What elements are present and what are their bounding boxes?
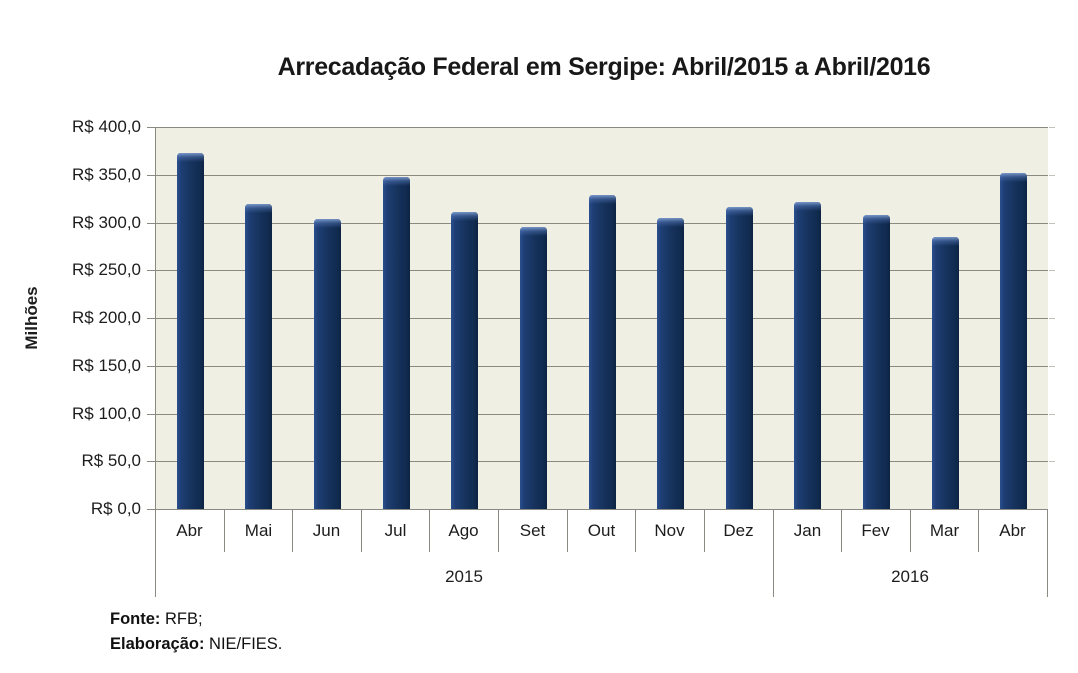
elaboration-line: Elaboração: NIE/FIES. <box>110 632 282 657</box>
y-axis-tick-right <box>1049 318 1055 319</box>
bar-set-5 <box>520 227 547 509</box>
y-axis-tick-label: R$ 100,0 <box>72 404 141 423</box>
year-label: 2015 <box>445 567 483 586</box>
y-axis-tick-label: R$ 250,0 <box>72 260 141 279</box>
gridline <box>156 175 1055 176</box>
month-divider <box>429 510 430 552</box>
source-footer: Fonte: RFB; Elaboração: NIE/FIES. <box>110 607 282 657</box>
y-axis-tick-label: R$ 50,0 <box>81 451 141 470</box>
y-axis-tick <box>147 175 155 176</box>
month-label: Abr <box>176 521 203 540</box>
chart-title: Arrecadação Federal em Sergipe: Abril/20… <box>277 53 931 81</box>
bar-abr-0 <box>177 152 204 509</box>
month-label: Set <box>519 521 546 540</box>
year-divider <box>1047 510 1048 597</box>
month-label: Mai <box>244 521 273 540</box>
month-divider <box>224 510 225 552</box>
y-axis-tick <box>147 414 155 415</box>
plot-area <box>147 127 1055 510</box>
y-axis-tick-right <box>1049 461 1055 462</box>
month-label: Jun <box>312 521 341 540</box>
gridline <box>156 127 1055 128</box>
bar-jan-9 <box>794 201 821 509</box>
y-axis-tick-label: R$ 300,0 <box>72 213 141 232</box>
month-divider <box>978 510 979 552</box>
y-axis-title: Milhões <box>22 286 41 350</box>
month-label: Dez <box>723 521 754 540</box>
month-divider <box>361 510 362 552</box>
bar-mar-11 <box>932 236 959 509</box>
bar-nov-7 <box>657 217 684 509</box>
month-label: Jan <box>793 521 822 540</box>
month-divider <box>567 510 568 552</box>
month-label: Nov <box>654 521 685 540</box>
y-axis-tick-label: R$ 200,0 <box>72 308 141 327</box>
y-axis-tick <box>147 127 155 128</box>
y-axis-tick-right <box>1049 270 1055 271</box>
month-divider <box>910 510 911 552</box>
year-divider <box>155 510 156 597</box>
y-axis-tick <box>147 509 155 510</box>
month-label: Abr <box>999 521 1026 540</box>
bar-dez-8 <box>726 207 753 509</box>
elaboration-label: Elaboração: <box>110 635 205 653</box>
y-axis-tick <box>147 461 155 462</box>
y-axis-tick-right <box>1049 366 1055 367</box>
year-divider <box>773 510 774 597</box>
bar-out-6 <box>589 194 616 509</box>
month-label: Fev <box>861 521 890 540</box>
month-divider <box>841 510 842 552</box>
source-value: RFB; <box>165 610 203 628</box>
bar-jun-2 <box>314 218 341 509</box>
source-line: Fonte: RFB; <box>110 607 282 632</box>
bar-abr-12 <box>1000 172 1027 509</box>
y-axis-tick-label: R$ 0,0 <box>90 499 141 518</box>
y-axis-tick-label: R$ 150,0 <box>72 356 141 375</box>
y-axis-tick-right <box>1049 127 1055 128</box>
year-label: 2016 <box>891 567 929 586</box>
y-axis-tick <box>147 318 155 319</box>
month-label: Out <box>587 521 616 540</box>
month-divider <box>292 510 293 552</box>
y-axis-tick <box>147 270 155 271</box>
month-label: Ago <box>448 521 479 540</box>
elaboration-value: NIE/FIES. <box>209 635 283 653</box>
source-label: Fonte: <box>110 610 161 628</box>
y-axis-tick-right <box>1049 175 1055 176</box>
bar-fev-10 <box>863 214 890 509</box>
bar-jul-3 <box>383 176 410 509</box>
y-axis-tick-label: R$ 350,0 <box>72 165 141 184</box>
bar-mai-1 <box>245 204 272 509</box>
y-axis-tick-right <box>1049 223 1055 224</box>
month-label: Jul <box>384 521 407 540</box>
y-axis-tick-label: R$ 400,0 <box>72 117 141 136</box>
month-divider <box>635 510 636 552</box>
month-label: Mar <box>929 521 960 540</box>
bar-ago-4 <box>451 212 478 509</box>
y-axis-tick <box>147 223 155 224</box>
y-axis-tick <box>147 366 155 367</box>
month-divider <box>704 510 705 552</box>
y-axis-tick-right <box>1049 414 1055 415</box>
month-divider <box>498 510 499 552</box>
